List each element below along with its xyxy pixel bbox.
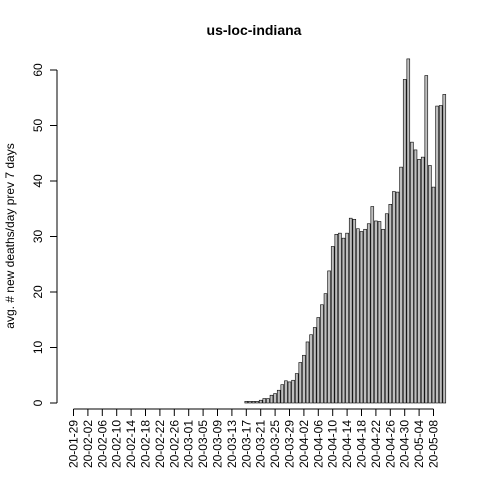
bar xyxy=(406,58,411,404)
bar xyxy=(438,105,443,404)
bar xyxy=(251,401,256,404)
x-tick-label: 20-03-29 xyxy=(283,420,297,468)
bar xyxy=(269,394,274,404)
x-tick-label: 20-03-05 xyxy=(196,420,210,468)
bar xyxy=(366,223,371,404)
x-tick-label: 20-04-26 xyxy=(383,420,397,468)
bar xyxy=(424,75,429,404)
x-axis: 20-01-29 20-02-02 20-02-06 20-02-10 20-02-14… xyxy=(67,408,441,468)
x-tick-label: 20-04-06 xyxy=(311,420,325,468)
bar xyxy=(399,166,403,404)
bar xyxy=(248,401,252,404)
bar xyxy=(428,165,432,404)
bar xyxy=(377,221,382,404)
bar xyxy=(262,398,267,404)
x-tick-label: 20-03-13 xyxy=(225,420,239,468)
x-tick-label: 20-04-22 xyxy=(369,420,383,468)
y-axis: 0 10 20 30 40 50 60 xyxy=(31,63,58,406)
bar xyxy=(291,379,295,404)
x-tick-label: 20-04-14 xyxy=(340,420,354,468)
bar xyxy=(413,149,418,404)
y-tick-label: 10 xyxy=(31,341,45,355)
bar xyxy=(356,228,360,404)
x-tick-label: 20-02-22 xyxy=(153,420,167,468)
bar xyxy=(402,79,407,404)
bar xyxy=(420,156,425,404)
y-axis-label: avg. # new deaths/day prev 7 days xyxy=(3,143,17,328)
x-tick-label: 20-02-26 xyxy=(167,420,181,468)
bar xyxy=(384,213,389,404)
bar xyxy=(348,217,353,404)
x-tick-label: 20-04-18 xyxy=(355,420,369,468)
bar xyxy=(280,384,285,404)
bar xyxy=(334,233,339,404)
chart-title: us-loc-indiana xyxy=(207,22,302,38)
bar xyxy=(359,231,364,404)
x-tick-label: 20-03-25 xyxy=(268,420,282,468)
bar xyxy=(417,159,421,404)
bar xyxy=(320,304,324,404)
bar xyxy=(388,204,393,404)
bar xyxy=(370,206,375,404)
bar xyxy=(258,399,263,404)
x-tick-label: 20-05-04 xyxy=(412,420,426,468)
bar xyxy=(312,327,317,404)
bars xyxy=(244,58,447,404)
bar xyxy=(276,389,281,404)
bar xyxy=(284,380,288,404)
bar xyxy=(431,186,436,404)
bar xyxy=(305,341,310,404)
x-tick-label: 20-04-02 xyxy=(297,420,311,468)
y-tick-label: 30 xyxy=(31,230,45,244)
y-tick-label: 20 xyxy=(31,285,45,299)
bar xyxy=(294,373,299,404)
bar xyxy=(273,393,277,404)
bar xyxy=(345,232,349,404)
x-tick-label: 20-02-14 xyxy=(124,420,138,468)
bar xyxy=(352,218,357,404)
bar xyxy=(330,246,335,404)
bar xyxy=(255,401,259,404)
bar xyxy=(442,94,447,404)
x-tick-label: 20-03-01 xyxy=(182,420,196,468)
bar xyxy=(341,237,346,404)
bar xyxy=(374,220,378,404)
bar xyxy=(338,232,342,404)
x-tick-label: 20-05-08 xyxy=(427,420,441,468)
bar xyxy=(363,228,367,404)
bar xyxy=(410,141,414,404)
bar xyxy=(298,362,303,404)
x-tick-label: 20-02-02 xyxy=(81,420,95,468)
bar xyxy=(244,401,249,404)
y-tick-label: 60 xyxy=(31,63,45,77)
bar xyxy=(381,228,385,404)
bar xyxy=(266,398,270,404)
x-tick-label: 20-01-29 xyxy=(67,420,81,468)
x-tick-label: 20-04-30 xyxy=(398,420,412,468)
bar xyxy=(323,293,328,404)
x-tick-label: 20-03-21 xyxy=(254,420,268,468)
bar xyxy=(327,270,331,404)
bar xyxy=(392,191,396,404)
y-tick-label: 0 xyxy=(31,399,45,406)
bar xyxy=(435,105,439,404)
bar xyxy=(309,334,313,404)
bar xyxy=(395,191,400,404)
y-tick-label: 50 xyxy=(31,119,45,133)
bar xyxy=(316,317,321,404)
x-tick-label: 20-02-18 xyxy=(139,420,153,468)
x-tick-label: 20-03-09 xyxy=(211,420,225,468)
x-tick-label: 20-02-10 xyxy=(110,420,124,468)
x-tick-label: 20-03-17 xyxy=(239,420,253,468)
x-tick-label: 20-02-06 xyxy=(95,420,109,468)
bar xyxy=(302,354,306,404)
y-tick-label: 40 xyxy=(31,174,45,188)
x-tick-label: 20-04-10 xyxy=(326,420,340,468)
bar xyxy=(287,381,292,404)
